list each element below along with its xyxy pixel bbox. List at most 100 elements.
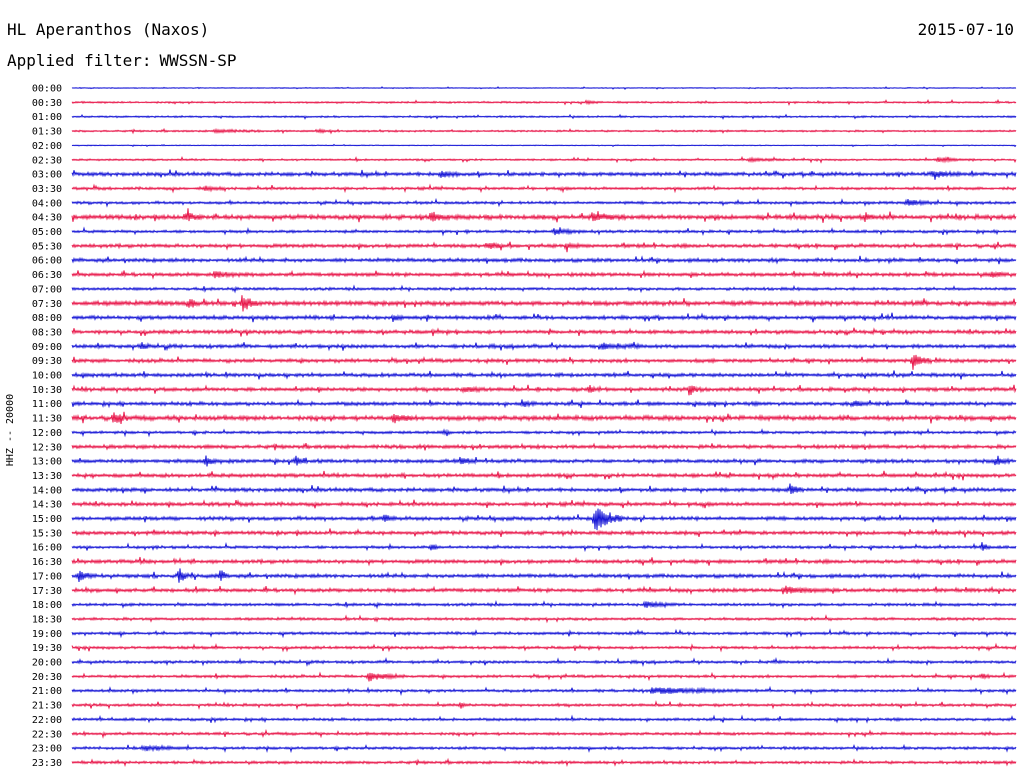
time-label: 18:30 <box>32 614 62 625</box>
time-label: 13:00 <box>32 457 62 468</box>
trace-line <box>71 370 1017 380</box>
time-label: 18:00 <box>32 600 62 611</box>
trace-line <box>71 600 1017 610</box>
trace-line <box>71 568 1017 583</box>
trace-line <box>71 556 1017 567</box>
time-label: 06:00 <box>32 256 62 267</box>
time-label: 12:30 <box>32 442 62 453</box>
time-label: 04:30 <box>32 213 62 224</box>
trace-line <box>71 169 1017 180</box>
time-label: 17:00 <box>32 571 62 582</box>
trace-line <box>71 127 1017 135</box>
time-label: 03:00 <box>32 170 62 181</box>
trace-line <box>71 86 1017 91</box>
time-label: 04:00 <box>32 198 62 209</box>
time-label: 20:30 <box>32 672 62 683</box>
trace-line <box>71 183 1017 194</box>
time-label: 03:30 <box>32 184 62 195</box>
traces <box>71 86 1017 768</box>
trace-line <box>71 427 1017 438</box>
time-label: 11:00 <box>32 399 62 410</box>
trace-line <box>71 743 1017 754</box>
trace-line <box>71 685 1017 697</box>
trace-line <box>71 542 1017 553</box>
time-label: 02:30 <box>32 155 62 166</box>
trace-line <box>71 113 1017 120</box>
trace-line <box>71 143 1017 148</box>
trace-line <box>71 455 1017 467</box>
trace-line <box>71 269 1017 280</box>
trace-line <box>71 470 1017 481</box>
time-label: 14:30 <box>32 500 62 511</box>
trace-line <box>71 757 1017 768</box>
time-label: 09:00 <box>32 342 62 353</box>
trace-line <box>71 197 1017 208</box>
trace-line <box>71 483 1017 495</box>
time-labels: 00:00 00:30 01:00 01:30 02:00 02:30 03:00 03:30… <box>32 84 62 769</box>
time-label: 17:30 <box>32 586 62 597</box>
filter-line: Applied filter: WWSSN-SP <box>7 51 237 70</box>
time-label: 12:00 <box>32 428 62 439</box>
filter-value: WWSSN-SP <box>159 51 237 70</box>
filter-label: Applied filter: <box>7 51 152 70</box>
trace-line <box>71 354 1017 370</box>
time-label: 11:30 <box>32 414 62 425</box>
time-label: 21:00 <box>32 686 62 697</box>
time-label: 00:00 <box>32 84 62 95</box>
trace-line <box>71 384 1017 396</box>
time-label: 01:00 <box>32 112 62 123</box>
trace-line <box>71 295 1017 312</box>
time-label: 08:00 <box>32 313 62 324</box>
time-label: 22:30 <box>32 729 62 740</box>
time-label: 05:30 <box>32 241 62 252</box>
time-label: 01:30 <box>32 127 62 138</box>
time-label: 21:30 <box>32 701 62 712</box>
trace-line <box>71 341 1017 352</box>
time-label: 14:00 <box>32 485 62 496</box>
trace-line <box>71 628 1017 639</box>
trace-line <box>71 499 1017 509</box>
trace-line <box>71 442 1017 451</box>
time-label: 16:30 <box>32 557 62 568</box>
trace-line <box>71 312 1017 323</box>
time-label: 15:00 <box>32 514 62 525</box>
time-label: 08:30 <box>32 327 62 338</box>
trace-line <box>71 208 1017 223</box>
trace-line <box>71 155 1017 164</box>
trace-line <box>71 284 1017 294</box>
time-label: 10:00 <box>32 371 62 382</box>
time-label: 02:00 <box>32 141 62 152</box>
trace-line <box>71 98 1017 106</box>
trace-line <box>71 671 1017 682</box>
trace-line <box>71 714 1017 724</box>
trace-line <box>71 327 1017 337</box>
time-label: 06:30 <box>32 270 62 281</box>
trace-line <box>71 226 1017 237</box>
time-label: 23:30 <box>32 758 62 769</box>
time-label: 09:30 <box>32 356 62 367</box>
time-label: 19:30 <box>32 643 62 654</box>
trace-line <box>71 614 1017 624</box>
station-title: HL Aperanthos (Naxos) <box>7 20 210 39</box>
time-label: 20:00 <box>32 658 62 669</box>
time-label: 15:30 <box>32 528 62 539</box>
trace-line <box>71 398 1017 409</box>
time-label: 05:00 <box>32 227 62 238</box>
trace-line <box>71 508 1017 531</box>
trace-line <box>71 657 1017 667</box>
time-label: 10:30 <box>32 385 62 396</box>
time-label: 07:00 <box>32 284 62 295</box>
date-label: 2015-07-10 <box>917 20 1014 39</box>
trace-line <box>71 700 1017 711</box>
time-label: 23:00 <box>32 744 62 755</box>
time-label: 07:30 <box>32 299 62 310</box>
time-label: 13:30 <box>32 471 62 482</box>
trace-line <box>71 528 1017 538</box>
time-label: 22:00 <box>32 715 62 726</box>
time-label: 19:00 <box>32 629 62 640</box>
trace-line <box>71 585 1017 596</box>
trace-line <box>71 642 1017 653</box>
trace-line <box>71 411 1017 425</box>
